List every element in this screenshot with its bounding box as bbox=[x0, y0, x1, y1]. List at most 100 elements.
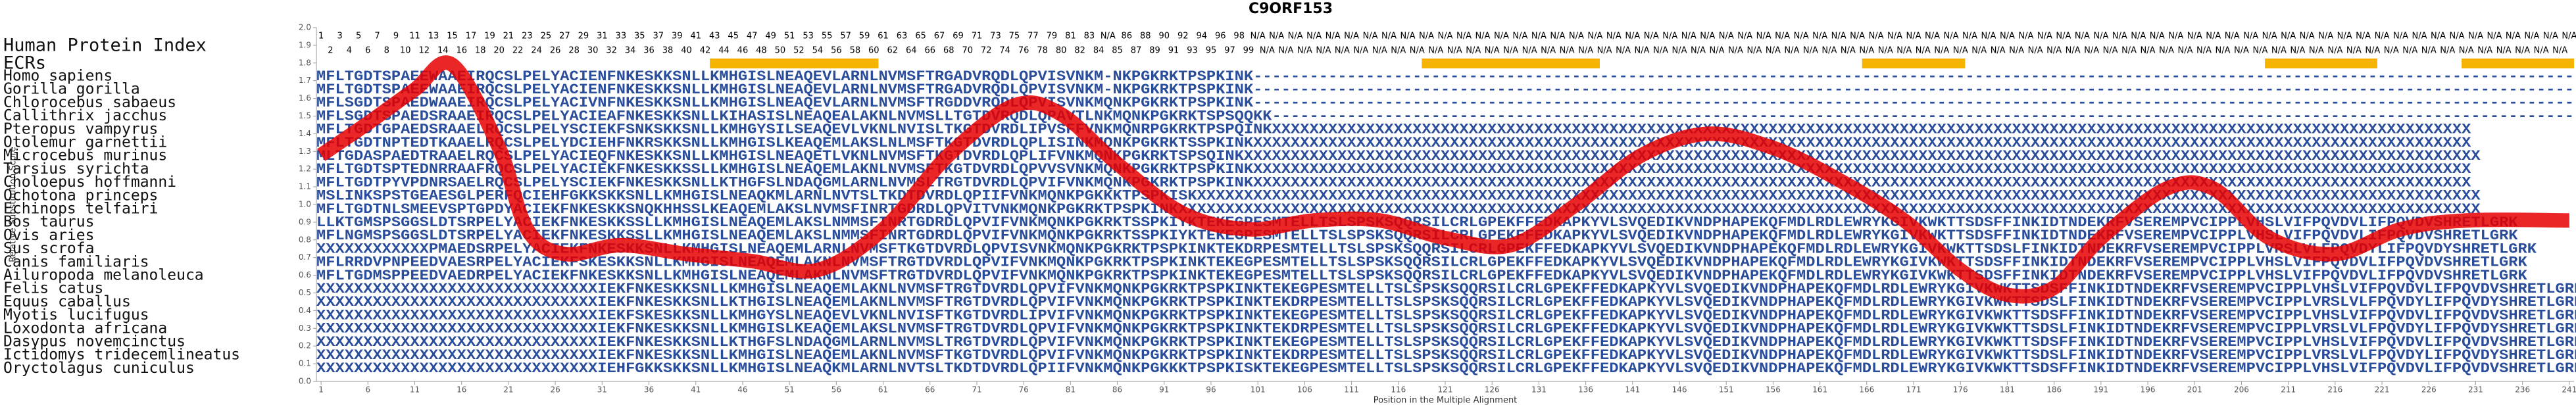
human-index: 55 bbox=[822, 32, 833, 41]
species-name: Dasypus novemcinctus bbox=[3, 333, 186, 351]
human-index: 22 bbox=[512, 46, 524, 56]
human-index: N/A bbox=[2131, 32, 2146, 41]
human-index: N/A bbox=[1419, 32, 1434, 41]
human-index: N/A bbox=[2346, 46, 2362, 56]
human-index: N/A bbox=[1578, 46, 1593, 56]
human-index: N/A bbox=[1251, 32, 1266, 41]
sequence: MFLTGDTNPTEDTKAAELRQCSLPELYDCIEHFNKRSKKS… bbox=[316, 135, 2471, 151]
human-index: 25 bbox=[541, 32, 552, 41]
x-tick-label: 206 bbox=[2234, 385, 2249, 395]
human-index: 36 bbox=[643, 46, 655, 56]
human-index: N/A bbox=[2327, 46, 2342, 56]
human-index: 72 bbox=[981, 46, 992, 56]
index-label: Human Protein Index bbox=[3, 36, 207, 56]
human-index: N/A bbox=[1662, 32, 1677, 41]
human-index: N/A bbox=[2075, 32, 2090, 41]
human-index: N/A bbox=[2459, 46, 2474, 56]
human-index: N/A bbox=[1962, 32, 1977, 41]
species-name: Choloepus hoffmanni bbox=[3, 174, 176, 191]
human-index: 48 bbox=[756, 46, 767, 56]
human-index: 16 bbox=[456, 46, 467, 56]
species-name: Microcebus murinus bbox=[3, 147, 167, 164]
y-tick-label: 1.9 bbox=[299, 40, 311, 49]
human-index: N/A bbox=[1353, 46, 1368, 56]
human-index: 79 bbox=[1047, 32, 1058, 41]
y-tick-label: 1.8 bbox=[299, 58, 311, 67]
y-tick-label: 0.1 bbox=[299, 359, 311, 368]
human-index: 9 bbox=[393, 32, 399, 41]
human-index: N/A bbox=[1887, 32, 1902, 41]
species-name: Gorilla gorilla bbox=[3, 81, 140, 98]
human-index: N/A bbox=[2234, 46, 2249, 56]
y-tick-label: 0.2 bbox=[299, 341, 311, 351]
human-index: N/A bbox=[1981, 32, 1996, 41]
species-name: Homo sapiens bbox=[3, 68, 112, 85]
human-index: N/A bbox=[2431, 32, 2446, 41]
human-index: 61 bbox=[878, 32, 889, 41]
sequence: XXXXXXXXXXXXXXXXXXXXXXXXXXXXXXIEKFNKESKK… bbox=[316, 334, 2576, 351]
human-index: N/A bbox=[1316, 46, 1331, 56]
human-index: 34 bbox=[625, 46, 636, 56]
x-tick-label: 196 bbox=[2141, 385, 2156, 395]
human-index: N/A bbox=[2225, 32, 2240, 41]
species-name: Chlorocebus sabaeus bbox=[3, 94, 176, 111]
species-name: Ochotona princeps bbox=[3, 187, 158, 204]
human-index: 69 bbox=[953, 32, 964, 41]
human-index: 81 bbox=[1065, 32, 1076, 41]
human-index: 96 bbox=[1215, 32, 1226, 41]
human-index: N/A bbox=[2477, 46, 2492, 56]
human-index: N/A bbox=[1841, 46, 1856, 56]
human-index: N/A bbox=[2066, 46, 2081, 56]
ecr-label: ECRs bbox=[3, 53, 46, 74]
ecr-bar bbox=[2265, 59, 2377, 68]
human-index: 47 bbox=[747, 32, 758, 41]
human-index: N/A bbox=[2543, 32, 2558, 41]
x-tick-label: 221 bbox=[2375, 385, 2390, 395]
human-index: N/A bbox=[2365, 46, 2380, 56]
x-tick-label: 41 bbox=[691, 385, 701, 395]
x-tick-label: 76 bbox=[1019, 385, 1029, 395]
y-tick-label: 2.0 bbox=[299, 23, 311, 32]
ecr-bar bbox=[1862, 59, 1966, 68]
x-tick-label: 131 bbox=[1531, 385, 1547, 395]
x-tick-label: 151 bbox=[1719, 385, 1734, 395]
human-index: N/A bbox=[1653, 46, 1668, 56]
human-index: N/A bbox=[1737, 32, 1752, 41]
human-index: N/A bbox=[2524, 32, 2539, 41]
human-index: 49 bbox=[765, 32, 776, 41]
x-tick-label: 141 bbox=[1625, 385, 1640, 395]
human-index: N/A bbox=[1306, 32, 1322, 41]
human-index: 90 bbox=[1159, 32, 1170, 41]
human-index: 73 bbox=[990, 32, 1001, 41]
species-name: Ictidomys tridecemlineatus bbox=[3, 347, 240, 364]
x-tick-label: 216 bbox=[2327, 385, 2342, 395]
human-index: 66 bbox=[924, 46, 935, 56]
x-tick-label: 86 bbox=[1112, 385, 1122, 395]
human-index: 50 bbox=[775, 46, 786, 56]
human-index: N/A bbox=[2393, 32, 2408, 41]
human-index: N/A bbox=[2196, 46, 2212, 56]
human-index: N/A bbox=[2534, 46, 2549, 56]
y-tick-label: 1.6 bbox=[299, 93, 311, 103]
human-index: 60 bbox=[868, 46, 879, 56]
human-index: 92 bbox=[1177, 32, 1189, 41]
human-index: N/A bbox=[2468, 32, 2483, 41]
human-index: N/A bbox=[2421, 46, 2437, 56]
human-index: N/A bbox=[2412, 32, 2427, 41]
x-tick-label: 81 bbox=[1066, 385, 1076, 395]
human-index: N/A bbox=[1531, 32, 1547, 41]
human-index: 46 bbox=[737, 46, 749, 56]
human-index: N/A bbox=[2009, 46, 2024, 56]
human-index: 12 bbox=[418, 46, 430, 56]
species-name: Oryctolagus cuniculus bbox=[3, 360, 195, 377]
x-tick-label: 26 bbox=[550, 385, 560, 395]
human-index: N/A bbox=[1775, 32, 1790, 41]
human-index: N/A bbox=[2309, 46, 2324, 56]
human-index: N/A bbox=[2562, 32, 2576, 41]
human-index: N/A bbox=[1550, 32, 1565, 41]
human-index: 2 bbox=[328, 46, 333, 56]
human-index: 91 bbox=[1168, 46, 1179, 56]
human-index: N/A bbox=[2028, 46, 2043, 56]
species-name: Bos taurus bbox=[3, 214, 94, 231]
